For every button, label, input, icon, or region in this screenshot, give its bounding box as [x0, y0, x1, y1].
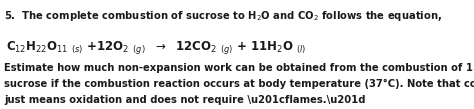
Text: 5.  The complete combustion of sucrose to H$_2$O and CO$_2$ follows the equation: 5. The complete combustion of sucrose to…: [4, 9, 443, 23]
Text: sucrose if the combustion reaction occurs at body temperature (37°C). Note that : sucrose if the combustion reaction occur…: [4, 79, 474, 89]
Text: Estimate how much non-expansion work can be obtained from the combustion of 1 mo: Estimate how much non-expansion work can…: [4, 63, 474, 73]
Text: just means oxidation and does not require \u201cflames.\u201d: just means oxidation and does not requir…: [4, 95, 366, 105]
Text: C$_{12}$H$_{22}$O$_{11}$ $_{(s)}$ +12O$_2$ $_{(g)}$  $\rightarrow$  12CO$_2$ $_{: C$_{12}$H$_{22}$O$_{11}$ $_{(s)}$ +12O$_…: [6, 39, 306, 56]
